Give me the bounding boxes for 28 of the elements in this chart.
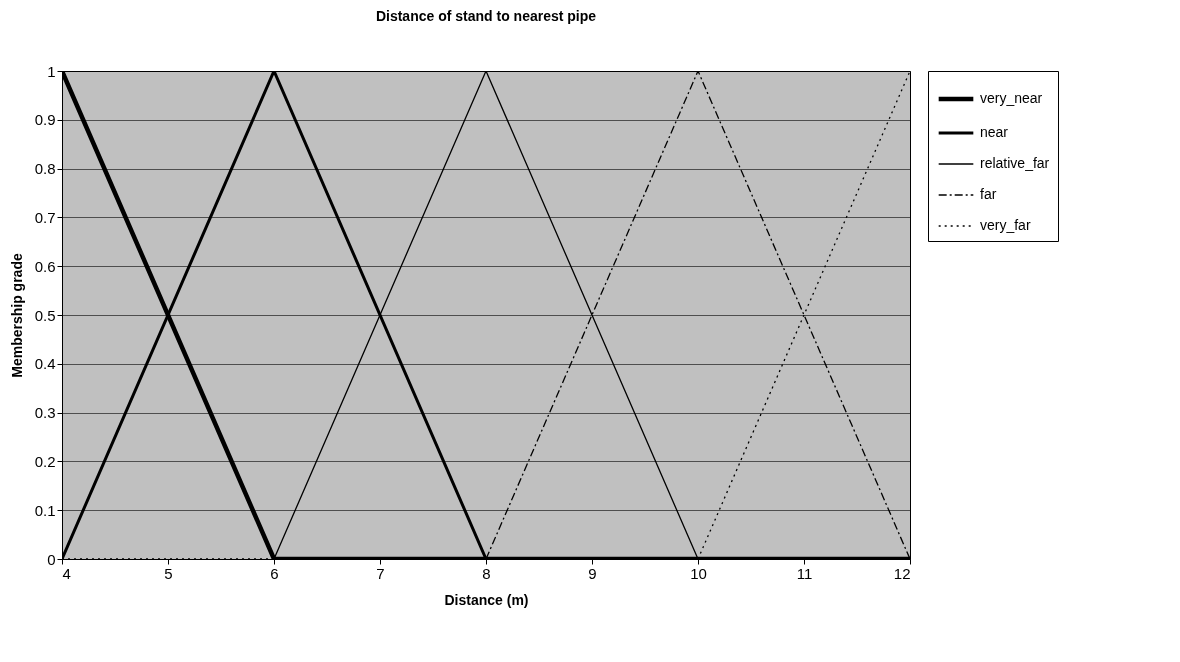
y-tick-label: 1 — [47, 62, 56, 80]
y-tick-label: 0.8 — [34, 160, 56, 178]
legend-label: near — [980, 124, 1009, 140]
legend-label: relative_far — [980, 155, 1050, 171]
y-tick-label: 0 — [47, 550, 56, 568]
x-tick-label: 10 — [690, 564, 707, 582]
x-axis-title: Distance (m) — [444, 591, 529, 608]
x-tick-label: 11 — [796, 564, 813, 582]
legend-label: very_far — [980, 217, 1031, 233]
x-tick-label: 12 — [893, 564, 911, 582]
y-tick-label: 0.5 — [34, 306, 56, 324]
y-tick-label: 0.7 — [34, 208, 56, 226]
x-tick-label: 4 — [62, 564, 71, 582]
chart-title: Distance of stand to nearest pipe — [375, 8, 597, 24]
y-axis-title: Membership grade — [8, 253, 25, 378]
x-tick-label: 6 — [270, 564, 279, 582]
legend-label: very_near — [980, 90, 1043, 106]
x-tick-label: 8 — [482, 564, 491, 582]
y-tick-label: 0.1 — [34, 501, 56, 519]
y-tick-label: 0.9 — [34, 111, 56, 129]
y-tick-label: 0.3 — [34, 404, 56, 422]
x-tick-label: 7 — [376, 564, 385, 582]
y-tick-label: 0.6 — [34, 257, 56, 275]
y-tick-label: 0.2 — [34, 452, 56, 470]
legend-label: far — [980, 186, 997, 202]
y-tick-label: 0.4 — [34, 355, 56, 373]
x-tick-label: 9 — [588, 564, 597, 582]
x-tick-label: 5 — [164, 564, 173, 582]
